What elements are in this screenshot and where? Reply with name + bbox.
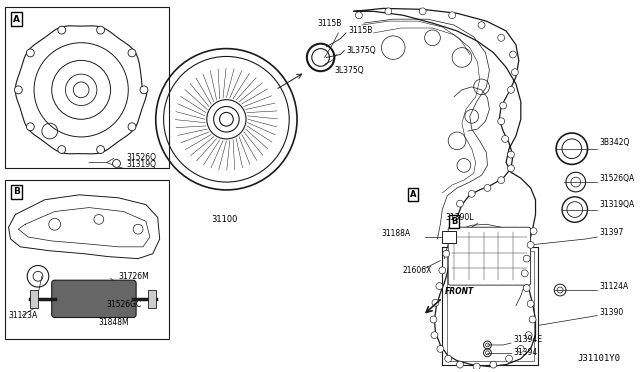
Circle shape [128, 49, 136, 57]
Text: A: A [13, 15, 20, 24]
Circle shape [509, 51, 516, 58]
Circle shape [447, 234, 454, 240]
Circle shape [473, 363, 480, 370]
Circle shape [468, 190, 475, 197]
Circle shape [498, 177, 504, 183]
Text: 31123A: 31123A [8, 311, 38, 320]
Circle shape [502, 135, 509, 142]
Circle shape [522, 270, 528, 277]
Text: 31319Q: 31319Q [126, 160, 156, 169]
Text: 31848M: 31848M [99, 318, 129, 327]
Circle shape [430, 316, 437, 323]
Circle shape [478, 22, 485, 29]
FancyBboxPatch shape [52, 280, 136, 317]
Circle shape [498, 118, 504, 125]
Circle shape [511, 69, 518, 76]
Circle shape [97, 26, 104, 34]
Circle shape [385, 8, 392, 15]
Circle shape [431, 332, 438, 339]
Circle shape [26, 123, 35, 131]
Circle shape [517, 346, 524, 352]
Circle shape [525, 332, 532, 339]
Circle shape [128, 123, 136, 131]
Circle shape [529, 316, 536, 323]
Circle shape [437, 346, 444, 352]
Circle shape [355, 12, 362, 19]
Circle shape [490, 361, 497, 368]
Circle shape [432, 299, 439, 306]
Text: A: A [410, 190, 416, 199]
Text: 3115B: 3115B [348, 26, 372, 35]
Text: 31397: 31397 [599, 228, 623, 237]
Circle shape [15, 86, 22, 94]
Circle shape [419, 8, 426, 15]
Text: 31394: 31394 [513, 348, 537, 357]
Circle shape [508, 165, 515, 172]
Text: FRONT: FRONT [445, 287, 474, 296]
Text: 31100: 31100 [211, 215, 237, 224]
Bar [148, 290, 156, 308]
Circle shape [140, 86, 148, 94]
Circle shape [445, 355, 452, 362]
Text: 3L375Q: 3L375Q [346, 46, 376, 55]
Circle shape [508, 151, 515, 158]
Circle shape [443, 250, 450, 257]
Circle shape [456, 200, 463, 207]
Circle shape [58, 145, 66, 154]
Text: 31526QA: 31526QA [599, 174, 635, 183]
Circle shape [58, 26, 66, 34]
Circle shape [530, 228, 537, 235]
Bar [4, 180, 170, 339]
Text: 31726M: 31726M [118, 272, 149, 281]
Circle shape [484, 185, 491, 192]
Circle shape [498, 34, 504, 41]
Circle shape [439, 267, 445, 274]
Circle shape [524, 255, 530, 262]
Circle shape [527, 300, 534, 307]
Text: 31188A: 31188A [382, 229, 411, 238]
Text: 3B342Q: 3B342Q [599, 138, 630, 147]
Circle shape [524, 285, 530, 292]
FancyBboxPatch shape [448, 227, 531, 285]
Text: B: B [451, 217, 457, 226]
Text: 31124A: 31124A [599, 282, 628, 291]
Text: 31394E: 31394E [513, 334, 542, 344]
Circle shape [26, 49, 35, 57]
Circle shape [506, 355, 513, 362]
Text: 21606X: 21606X [402, 266, 431, 275]
Text: 31390: 31390 [599, 308, 623, 317]
Text: 31319QA: 31319QA [599, 200, 635, 209]
Circle shape [97, 145, 104, 154]
Circle shape [113, 160, 120, 167]
Circle shape [436, 283, 443, 289]
Circle shape [500, 102, 507, 109]
Circle shape [456, 361, 463, 368]
Circle shape [449, 12, 456, 19]
Bar [4, 7, 170, 169]
Text: 3115B: 3115B [317, 19, 342, 28]
Text: 31526GC: 31526GC [107, 300, 142, 309]
Circle shape [508, 86, 515, 93]
Text: B: B [13, 187, 20, 196]
Circle shape [527, 241, 534, 248]
Text: 31526Q: 31526Q [126, 153, 156, 162]
Bar [442, 231, 456, 243]
Bar [30, 290, 38, 308]
Text: 3L375Q: 3L375Q [334, 66, 364, 75]
Text: 31390L: 31390L [445, 213, 474, 222]
Circle shape [451, 216, 458, 223]
Text: J31101Y0: J31101Y0 [578, 354, 621, 363]
